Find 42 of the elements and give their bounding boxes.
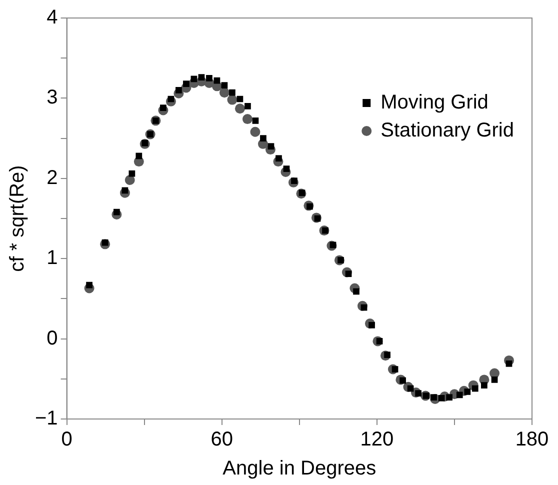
point <box>183 80 190 87</box>
x-tick-label: 120 <box>360 428 394 451</box>
point <box>234 104 245 114</box>
legend-label: Moving Grid <box>380 92 488 114</box>
point <box>206 74 212 82</box>
legend-label: Stationary Grid <box>380 120 514 142</box>
point <box>368 322 375 328</box>
point <box>491 376 498 383</box>
y-tick-label: 3 <box>46 86 58 109</box>
point <box>446 394 452 401</box>
point <box>136 152 142 160</box>
point <box>430 394 437 401</box>
point <box>227 94 238 105</box>
point <box>481 382 488 388</box>
point <box>242 114 252 124</box>
point <box>252 117 259 124</box>
point <box>260 135 266 142</box>
y-tick-label: 4 <box>46 6 58 29</box>
point <box>176 87 182 94</box>
y-tick-label: 2 <box>46 166 58 189</box>
x-tick-label: 180 <box>515 428 549 451</box>
point <box>86 282 92 288</box>
x-tick-label: 0 <box>61 428 72 451</box>
point <box>128 170 136 177</box>
point <box>221 82 228 89</box>
point <box>464 388 471 395</box>
y-tick-label: −1 <box>34 408 58 430</box>
x-axis-title: Angle in Degrees <box>222 458 376 480</box>
y-tick-label: 1 <box>46 247 58 270</box>
point <box>244 103 251 110</box>
y-tick-label: 0 <box>46 327 58 350</box>
point <box>219 88 230 98</box>
point <box>250 126 260 137</box>
x-tick-label: 60 <box>210 428 233 451</box>
point <box>198 74 205 81</box>
point <box>268 143 274 150</box>
point <box>456 392 463 398</box>
point <box>506 360 512 367</box>
point <box>229 89 236 96</box>
point <box>415 390 422 397</box>
point <box>438 394 445 402</box>
y-axis-title: cf * sqrt(Re) <box>6 165 29 272</box>
